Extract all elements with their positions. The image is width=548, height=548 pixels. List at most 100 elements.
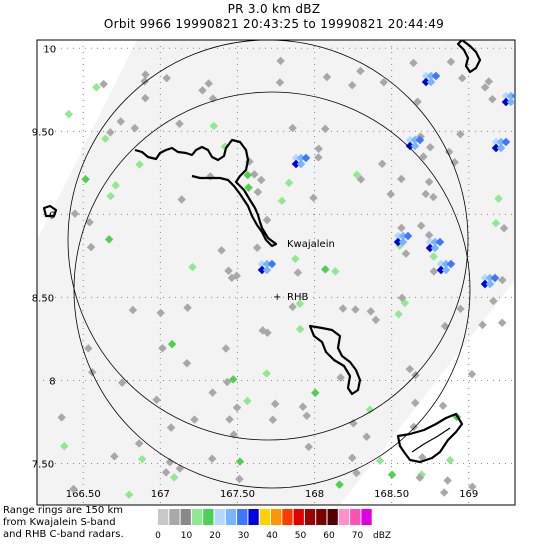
- echo-pixel-strong: [436, 259, 446, 269]
- echo-pixel: [349, 419, 358, 428]
- colorbar-swatch: [350, 509, 361, 525]
- rhb-label: RHB: [287, 292, 308, 303]
- colorbar-tick-label: 50: [295, 531, 307, 541]
- echo-pixel: [375, 456, 385, 465]
- echo-pixel-strong: [441, 265, 451, 275]
- echo-pixel: [235, 457, 245, 466]
- colorbar-tick-label: 20: [209, 531, 221, 541]
- echo-pixel: [188, 262, 197, 272]
- range-ring-note: Range rings are 150 km from Kwajalein S-…: [3, 505, 124, 541]
- echo-pixel: [60, 441, 69, 451]
- echo-pixel: [258, 326, 267, 335]
- echo-pixel: [85, 218, 94, 227]
- colorbar-swatch: [316, 509, 327, 525]
- colorbar-swatch: [293, 509, 304, 525]
- colorbar-swatch: [180, 509, 191, 525]
- colorbar-swatch: [169, 509, 180, 525]
- echo-pixel-strong: [398, 231, 408, 241]
- echo-pixel: [81, 175, 90, 184]
- echo-pixel: [250, 170, 259, 179]
- echo-pixel-strong: [430, 243, 440, 253]
- echo-pixel: [314, 153, 323, 162]
- echo-pixel: [183, 303, 192, 312]
- echo-pixel-strong: [431, 71, 441, 81]
- echo-pixel: [467, 369, 477, 379]
- echo-pixel-strong: [441, 259, 451, 269]
- echo-pixel: [252, 243, 262, 252]
- colorbar-swatch: [158, 509, 169, 525]
- echo-pixel-strong: [435, 237, 445, 247]
- echo-pixel: [222, 377, 232, 387]
- echo-pixel: [221, 344, 231, 353]
- echo-pixel: [244, 183, 253, 192]
- note-line: from Kwajalein S-band: [3, 517, 116, 528]
- echo-pixel: [169, 473, 179, 482]
- colorbar-swatch: [191, 509, 203, 525]
- echo-pixel-strong: [410, 141, 420, 151]
- echo-pixel: [468, 482, 477, 492]
- colorbar-swatch: [225, 509, 237, 525]
- echo-pixel: [401, 249, 411, 258]
- echo-pixel-strong: [257, 259, 267, 269]
- echo-pixel: [156, 308, 165, 318]
- rhb-range-ring: [73, 91, 471, 489]
- colorbar-swatch: [271, 509, 282, 525]
- lae-islet: [42, 204, 58, 218]
- latitude-tick-label: 8.50: [32, 293, 54, 304]
- latitude-tick-label: 10: [43, 44, 56, 55]
- echo-pixel-strong: [398, 237, 408, 247]
- echo-pixel: [336, 373, 345, 382]
- echo-pixel: [276, 56, 285, 66]
- echo-pixel: [293, 268, 303, 277]
- echo-pixel: [288, 302, 297, 312]
- echo-pixel-strong: [291, 159, 301, 169]
- echo-pixel: [304, 442, 313, 452]
- echo-pixel: [445, 455, 455, 465]
- place-labels: Kwajalein + RHB: [273, 239, 335, 303]
- kwajalein-label: Kwajalein: [287, 239, 335, 250]
- echo-pixel-strong: [430, 237, 440, 247]
- echo-pixel-strong: [496, 143, 506, 153]
- echo-pixel: [198, 86, 207, 95]
- echo-pixel: [443, 476, 452, 485]
- colorbar-tick-label: 70: [352, 531, 364, 541]
- echo-pixel: [409, 58, 418, 68]
- jaluit-atoll: [396, 412, 464, 464]
- namu-atoll: [308, 324, 362, 396]
- echo-pixel: [415, 473, 425, 482]
- echo-pixel-strong: [257, 265, 267, 275]
- colorbar-swatch: [361, 509, 372, 525]
- note-line: and RHB C-band radars.: [3, 529, 124, 540]
- echo-pixel: [397, 223, 406, 233]
- note-line: Range rings are 150 km: [3, 505, 123, 516]
- wotje-atoll: [456, 40, 482, 74]
- echo-pixel: [351, 305, 360, 314]
- echo-pixel: [270, 399, 280, 409]
- echo-pixel: [106, 191, 115, 201]
- echo-pixel: [377, 159, 387, 169]
- colorbar-swatch: [338, 509, 350, 525]
- echo-pixel-strong: [426, 71, 436, 81]
- echo-pixel: [208, 388, 217, 397]
- echo-pixel: [243, 170, 253, 180]
- echo-pixel: [128, 305, 138, 315]
- coastlines: [42, 40, 482, 464]
- longitude-tick-label: 169: [459, 489, 478, 500]
- echo-pixel: [158, 344, 167, 353]
- echo-pixel-strong: [491, 137, 501, 147]
- echo-pixel-strong: [262, 259, 272, 269]
- colorbar-tick-label: 0: [155, 531, 161, 541]
- echo-pixel: [117, 378, 127, 387]
- echo-pixel: [101, 134, 110, 144]
- axis-ticks: 166.50 167 167.50 168 168.50 169109.5098.5087…: [32, 44, 478, 500]
- echo-pixel-strong: [262, 265, 272, 275]
- echo-pixel-strong: [403, 231, 413, 241]
- echo-pixel-strong: [421, 77, 431, 87]
- rhb-marker: +: [273, 292, 281, 303]
- echo-pixel: [124, 490, 134, 499]
- echo-pixel: [70, 209, 80, 218]
- echo-pixel: [161, 468, 171, 477]
- echo-pixel-strong: [501, 91, 511, 101]
- echo-pixel: [116, 117, 126, 126]
- echo-pixel: [295, 299, 305, 309]
